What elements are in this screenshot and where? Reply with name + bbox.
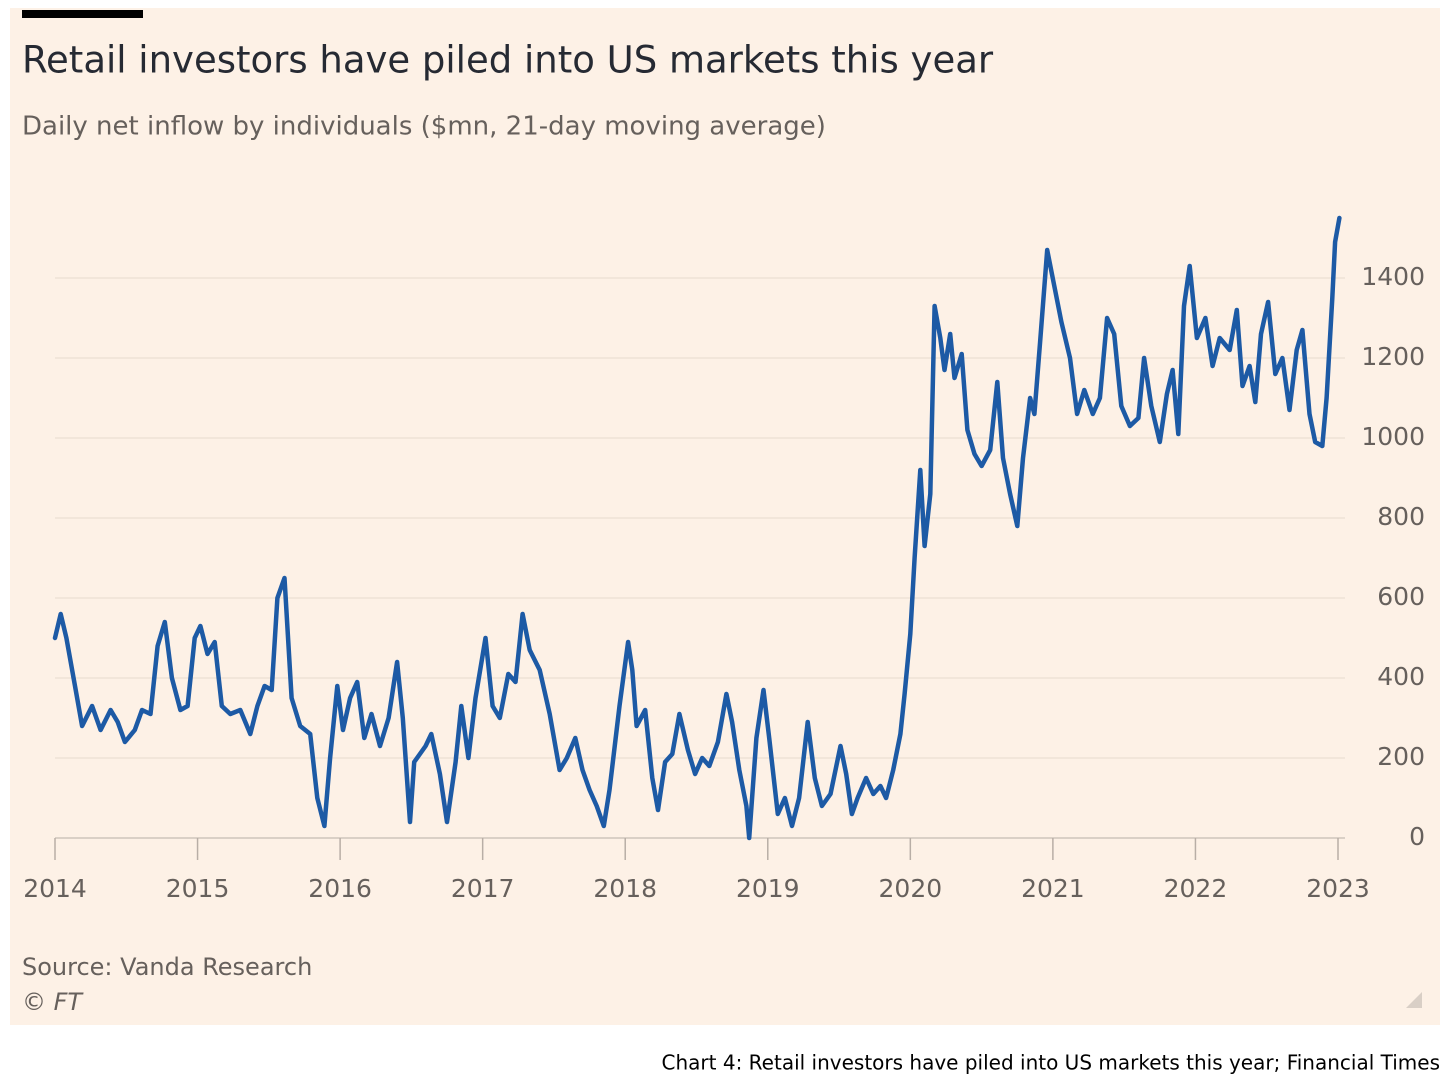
x-tick-label: 2018	[593, 874, 657, 903]
x-tick-label: 2017	[451, 874, 515, 903]
source: Source: Vanda Research	[22, 953, 312, 981]
y-tick-label: 200	[1377, 742, 1425, 771]
x-tick-label: 2016	[308, 874, 372, 903]
credit: © FT	[22, 988, 84, 1016]
x-tick-label: 2022	[1164, 874, 1228, 903]
y-tick-label: 1000	[1361, 422, 1425, 451]
x-tick-label: 2023	[1306, 874, 1370, 903]
x-tick-label: 2019	[736, 874, 800, 903]
chart-background	[10, 8, 1440, 1025]
y-tick-label: 800	[1377, 502, 1425, 531]
y-tick-label: 1200	[1361, 342, 1425, 371]
x-tick-label: 2014	[23, 874, 87, 903]
ft-bar	[22, 10, 143, 18]
caption: Chart 4: Retail investors have piled int…	[662, 1051, 1440, 1075]
y-tick-label: 1400	[1361, 262, 1425, 291]
chart-subtitle: Daily net inflow by individuals ($mn, 21…	[22, 112, 826, 142]
x-tick-label: 2020	[879, 874, 943, 903]
y-tick-label: 0	[1409, 822, 1425, 851]
x-tick-label: 2021	[1021, 874, 1085, 903]
resize-icon	[1406, 992, 1422, 1008]
chart-title: Retail investors have piled into US mark…	[22, 39, 994, 82]
y-tick-label: 600	[1377, 582, 1425, 611]
y-tick-label: 400	[1377, 662, 1425, 691]
x-tick-label: 2015	[166, 874, 230, 903]
data-line	[52, 215, 1342, 841]
